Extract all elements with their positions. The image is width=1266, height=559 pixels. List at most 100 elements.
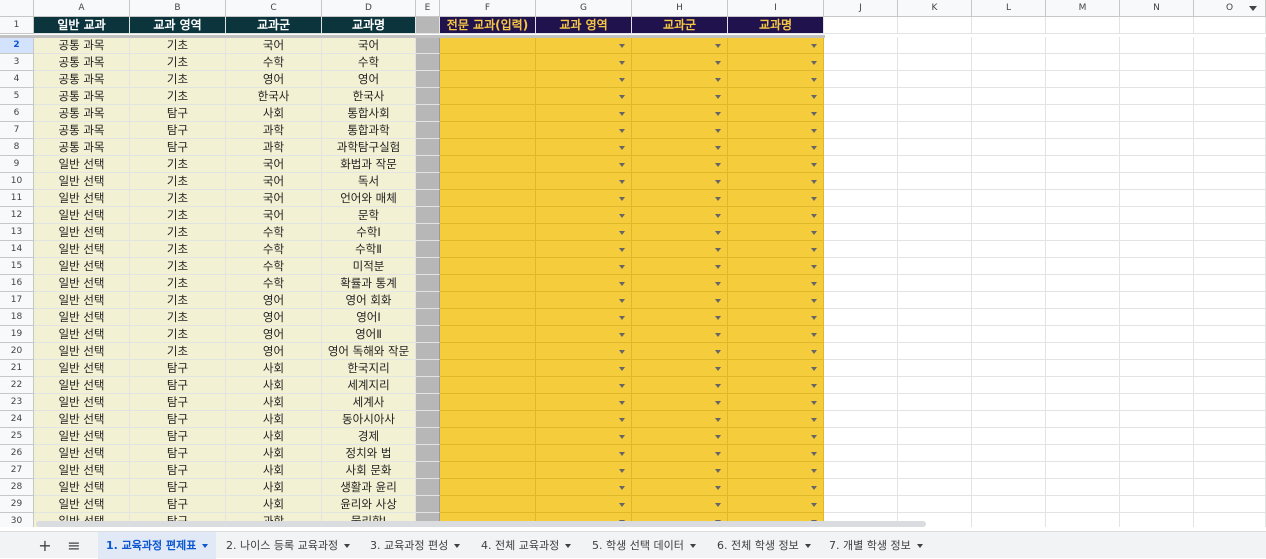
specialized-subject-input[interactable] (440, 292, 536, 309)
cell-subject-name[interactable]: 수학 (322, 54, 416, 71)
cell-subject-area[interactable]: 기초 (130, 173, 226, 190)
dropdown-arrow-icon[interactable] (715, 486, 721, 490)
dropdown-arrow-icon[interactable] (619, 299, 625, 303)
empty-cell[interactable] (972, 462, 1046, 479)
empty-cell[interactable] (1120, 190, 1194, 207)
cell-subject-name[interactable]: 과학탐구실험 (322, 139, 416, 156)
empty-cell[interactable] (824, 411, 898, 428)
header-subject-area[interactable]: 교과 영역 (130, 17, 226, 34)
dropdown-arrow-icon[interactable] (619, 78, 625, 82)
empty-cell[interactable] (1194, 377, 1266, 394)
specialized-area-dropdown[interactable] (536, 479, 632, 496)
specialized-subject-input[interactable] (440, 54, 536, 71)
dropdown-arrow-icon[interactable] (811, 44, 817, 48)
header-specialized-subject[interactable]: 전문 교과(입력) (440, 17, 536, 34)
row-number[interactable]: 14 (0, 241, 34, 258)
specialized-group-dropdown[interactable] (632, 156, 728, 173)
row-number[interactable]: 4 (0, 71, 34, 88)
specialized-subject-input[interactable] (440, 173, 536, 190)
cell-subject-name[interactable]: 영어 (322, 71, 416, 88)
cell-subject-group[interactable]: 영어 (226, 292, 322, 309)
cell-subject-name[interactable]: 동아시아사 (322, 411, 416, 428)
cell-subject-area[interactable]: 기초 (130, 292, 226, 309)
specialized-area-dropdown[interactable] (536, 343, 632, 360)
dropdown-arrow-icon[interactable] (811, 350, 817, 354)
cell-subject-group[interactable]: 국어 (226, 207, 322, 224)
empty-cell[interactable] (1194, 258, 1266, 275)
empty-cell[interactable] (1194, 190, 1266, 207)
cell-subject-group[interactable]: 국어 (226, 156, 322, 173)
dropdown-arrow-icon[interactable] (715, 265, 721, 269)
specialized-area-dropdown[interactable] (536, 292, 632, 309)
cell-subject-area[interactable]: 기초 (130, 258, 226, 275)
specialized-name-dropdown[interactable] (728, 445, 824, 462)
empty-cell[interactable] (972, 139, 1046, 156)
column-header-e[interactable]: E (416, 0, 440, 17)
empty-cell[interactable] (824, 445, 898, 462)
dropdown-arrow-icon[interactable] (811, 384, 817, 388)
cell-subject-group[interactable]: 사회 (226, 445, 322, 462)
specialized-name-dropdown[interactable] (728, 309, 824, 326)
sheet-tab[interactable]: 5. 학생 선택 데이터 (584, 532, 704, 559)
empty-cell[interactable] (1120, 496, 1194, 513)
cell-subject-area[interactable]: 기초 (130, 37, 226, 54)
cell-subject-area[interactable]: 탐구 (130, 360, 226, 377)
cell-subject-area[interactable]: 기초 (130, 224, 226, 241)
sheet-tab[interactable]: 6. 전체 학생 정보 (709, 532, 819, 559)
specialized-name-dropdown[interactable] (728, 343, 824, 360)
dropdown-arrow-icon[interactable] (811, 316, 817, 320)
row-number[interactable]: 6 (0, 105, 34, 122)
empty-cell[interactable] (972, 88, 1046, 105)
empty-cell[interactable] (1046, 513, 1120, 527)
empty-cell[interactable] (1120, 17, 1194, 34)
row-number[interactable]: 17 (0, 292, 34, 309)
horizontal-scrollbar[interactable] (36, 521, 926, 527)
cell-general-subject[interactable]: 일반 선택 (34, 207, 130, 224)
row-number[interactable]: 5 (0, 88, 34, 105)
row-number[interactable]: 23 (0, 394, 34, 411)
cell-subject-name[interactable]: 수학Ⅰ (322, 224, 416, 241)
empty-cell[interactable] (824, 360, 898, 377)
dropdown-arrow-icon[interactable] (619, 435, 625, 439)
cell-general-subject[interactable]: 일반 선택 (34, 292, 130, 309)
dropdown-arrow-icon[interactable] (619, 401, 625, 405)
empty-cell[interactable] (1120, 394, 1194, 411)
cell-subject-name[interactable]: 사회 문화 (322, 462, 416, 479)
empty-cell[interactable] (972, 17, 1046, 34)
empty-cell[interactable] (898, 343, 972, 360)
empty-cell[interactable] (1120, 258, 1194, 275)
dropdown-arrow-icon[interactable] (715, 163, 721, 167)
dropdown-arrow-icon[interactable] (715, 197, 721, 201)
empty-cell[interactable] (824, 377, 898, 394)
row-number[interactable]: 8 (0, 139, 34, 156)
dropdown-arrow-icon[interactable] (619, 146, 625, 150)
empty-cell[interactable] (1120, 292, 1194, 309)
empty-cell[interactable] (1046, 496, 1120, 513)
empty-cell[interactable] (898, 173, 972, 190)
empty-cell[interactable] (972, 275, 1046, 292)
empty-cell[interactable] (1194, 54, 1266, 71)
empty-cell[interactable] (1120, 54, 1194, 71)
empty-cell[interactable] (1194, 275, 1266, 292)
column-header-c[interactable]: C (226, 0, 322, 17)
cell-general-subject[interactable]: 공통 과목 (34, 54, 130, 71)
cell-general-subject[interactable]: 일반 선택 (34, 360, 130, 377)
dropdown-arrow-icon[interactable] (619, 452, 625, 456)
empty-cell[interactable] (1194, 88, 1266, 105)
empty-cell[interactable] (1194, 360, 1266, 377)
cell-general-subject[interactable]: 일반 선택 (34, 479, 130, 496)
specialized-name-dropdown[interactable] (728, 139, 824, 156)
empty-cell[interactable] (1120, 445, 1194, 462)
cell-general-subject[interactable]: 일반 선택 (34, 156, 130, 173)
cell-subject-area[interactable]: 기초 (130, 241, 226, 258)
sheet-tab[interactable]: 1. 교육과정 편제표 (98, 532, 217, 559)
dropdown-arrow-icon[interactable] (811, 265, 817, 269)
cell-general-subject[interactable]: 공통 과목 (34, 88, 130, 105)
row-number[interactable]: 25 (0, 428, 34, 445)
empty-cell[interactable] (898, 445, 972, 462)
sheet-tab[interactable]: 2. 나이스 등록 교육과정 (218, 532, 358, 559)
empty-cell[interactable] (1120, 479, 1194, 496)
empty-cell[interactable] (1194, 207, 1266, 224)
empty-cell[interactable] (1194, 428, 1266, 445)
specialized-name-dropdown[interactable] (728, 479, 824, 496)
